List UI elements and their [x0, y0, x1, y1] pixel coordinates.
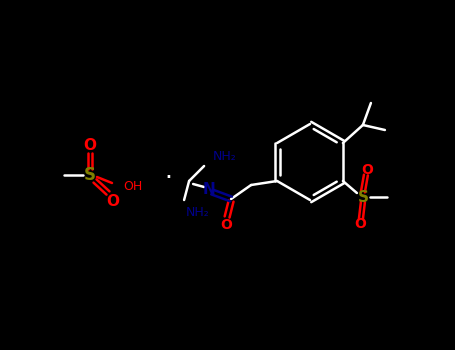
Text: N: N	[203, 182, 216, 196]
Text: O: O	[361, 163, 373, 177]
Text: NH₂: NH₂	[213, 150, 237, 163]
Text: OH: OH	[123, 181, 142, 194]
Text: S: S	[84, 166, 96, 184]
Text: ·: ·	[164, 166, 172, 190]
Text: S: S	[358, 189, 369, 204]
Text: O: O	[84, 138, 96, 153]
Text: NH₂: NH₂	[186, 206, 210, 219]
Text: O: O	[106, 194, 120, 209]
Text: O: O	[354, 217, 366, 231]
Text: O: O	[220, 218, 232, 232]
